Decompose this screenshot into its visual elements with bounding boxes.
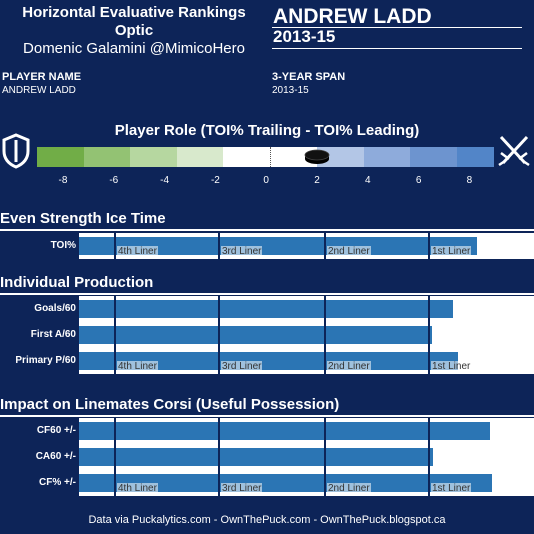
tier-divider (114, 418, 116, 496)
row-separator (79, 444, 534, 445)
role-segment (270, 147, 318, 167)
metric-label: CA60 +/- (35, 451, 76, 462)
heading-rule (272, 27, 522, 28)
tier-label: 4th Liner (117, 361, 158, 373)
tier-divider (428, 233, 430, 259)
chart-title-line1: Horizontal Evaluative Rankings (22, 4, 246, 21)
tier-label: 2nd Liner (327, 246, 371, 258)
tier-label: 3rd Liner (221, 483, 263, 495)
tier-divider (428, 296, 430, 374)
metric-label: Primary P/60 (15, 355, 76, 366)
tier-divider (218, 233, 220, 259)
role-scale-tick-label: 8 (466, 175, 473, 186)
tier-divider (218, 418, 220, 496)
role-segment (37, 147, 84, 167)
footer-credits: Data via Puckalytics.com - OwnThePuck.co… (88, 514, 446, 526)
section-rule (0, 415, 534, 417)
role-segment (410, 147, 457, 167)
heading-rule (272, 48, 522, 49)
metric-bar (79, 448, 433, 466)
metric-label: TOI% (50, 240, 76, 251)
metric-bar (79, 237, 477, 255)
tier-label: 1st Liner (431, 246, 472, 258)
section-impact: Impact on Linemates Corsi (Useful Posses… (0, 396, 340, 413)
tier-label: 3rd Liner (221, 361, 263, 373)
tier-label: 4th Liner (117, 483, 158, 495)
shield-icon (2, 133, 30, 169)
role-segment (317, 147, 364, 167)
section-rule (0, 229, 534, 231)
metric-label: First A/60 (30, 329, 76, 340)
role-scale-tick-label: -2 (210, 175, 220, 186)
span-label: 3-YEAR SPAN (272, 71, 346, 83)
row-separator (79, 470, 534, 471)
section-production: Individual Production (0, 274, 154, 291)
role-scale-tick-label: 4 (365, 175, 371, 186)
role-segment (176, 147, 224, 167)
tier-divider (218, 296, 220, 374)
metric-label: Goals/60 (34, 303, 76, 314)
bar-panel: 4th Liner 3rd Liner 2nd Liner 1st Liner (79, 296, 534, 374)
role-scale-tick-label: 2 (314, 175, 320, 186)
role-scale-tick-label: -6 (109, 175, 119, 186)
row-separator (79, 348, 534, 349)
chart-title-line2: Optic (114, 22, 154, 39)
player-name-label: PLAYER NAME (2, 71, 82, 83)
season-heading: 2013-15 (273, 27, 336, 46)
player-name-value: ANDREW LADD (2, 85, 76, 96)
hockey-puck-icon (304, 149, 330, 165)
role-scale (37, 147, 494, 167)
tier-divider (114, 296, 116, 374)
role-segment (456, 147, 494, 167)
section-even-strength: Even Strength Ice Time (0, 210, 166, 227)
span-value: 2013-15 (272, 85, 309, 96)
tier-label: 2nd Liner (327, 361, 371, 373)
row-separator (79, 322, 534, 323)
bar-panel: 4th Liner 3rd Liner 2nd Liner 1st Liner (79, 418, 534, 496)
metric-bar (79, 422, 490, 440)
author-credit: Domenic Galamini @MimicoHero (23, 40, 245, 57)
metric-bar (79, 300, 453, 318)
tier-divider (114, 233, 116, 259)
metric-label: CF60 +/- (36, 425, 76, 436)
role-segment (363, 147, 411, 167)
role-title: Player Role (TOI% Trailing - TOI% Leadin… (114, 122, 420, 139)
metric-bar (79, 326, 433, 344)
metric-label: CF% +/- (39, 477, 76, 488)
tier-label: 4th Liner (117, 246, 158, 258)
role-segment (130, 147, 177, 167)
tier-label: 1st Liner (431, 483, 472, 495)
bar-panel: 4th Liner 3rd Liner 2nd Liner 1st Liner (79, 233, 534, 259)
tier-divider (324, 233, 326, 259)
tier-label: 3rd Liner (221, 246, 263, 258)
section-rule (0, 293, 534, 295)
role-scale-tick-label: -4 (160, 175, 170, 186)
tier-divider (324, 296, 326, 374)
role-scale-tick-label: 6 (415, 175, 422, 186)
role-segment (223, 147, 271, 167)
crossed-swords-icon (498, 135, 530, 167)
tier-divider (428, 418, 430, 496)
role-segment (83, 147, 131, 167)
tier-divider (324, 418, 326, 496)
role-scale-tick-label: -8 (58, 175, 68, 186)
tier-label: 1st Liner (431, 361, 472, 373)
role-scale-tick-label: 0 (263, 175, 269, 186)
player-name-heading: ANDREW LADD (273, 5, 432, 28)
metric-bar (79, 474, 493, 492)
tier-label: 2nd Liner (327, 483, 371, 495)
